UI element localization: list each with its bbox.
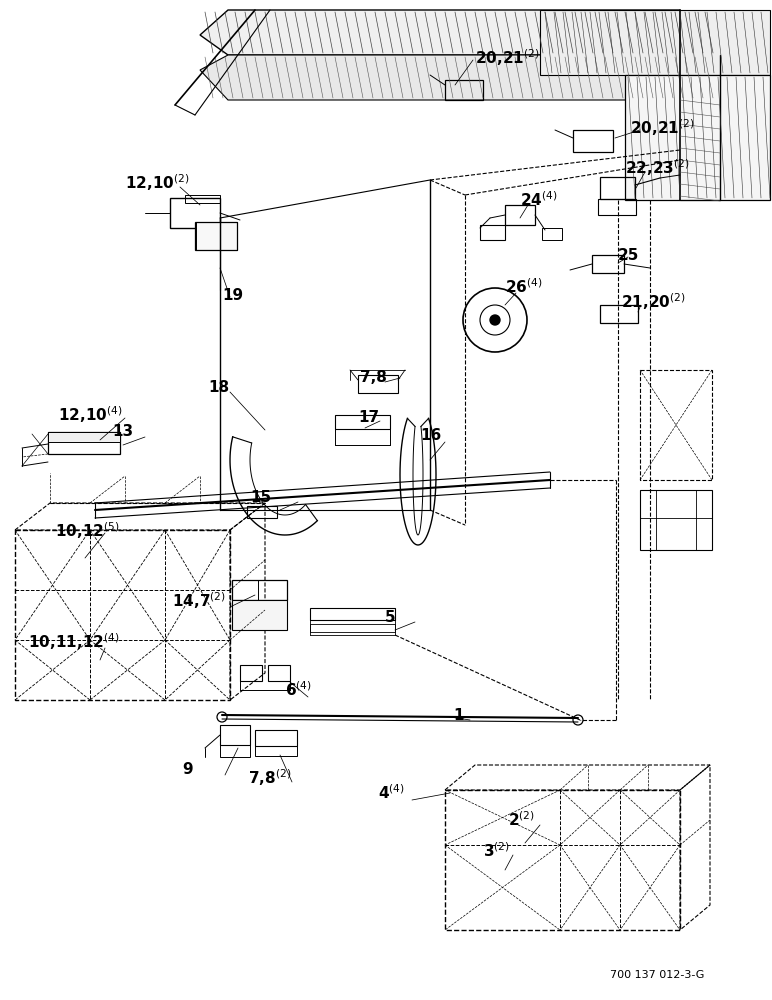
Bar	[358, 375, 398, 393]
Text: 7,8$^{(2)}$: 7,8$^{(2)}$	[248, 768, 291, 788]
Text: 20,21$^{(2)}$: 20,21$^{(2)}$	[630, 118, 695, 138]
Bar	[505, 205, 535, 225]
Bar	[232, 600, 287, 630]
Bar	[240, 665, 262, 681]
Polygon shape	[200, 10, 720, 55]
Text: 12,10$^{(4)}$: 12,10$^{(4)}$	[58, 405, 123, 425]
Bar	[310, 624, 395, 632]
Text: 18: 18	[208, 379, 229, 394]
Text: 25: 25	[618, 247, 639, 262]
Bar	[48, 432, 120, 454]
Text: 17: 17	[358, 410, 379, 426]
Bar	[335, 415, 390, 429]
Bar	[600, 177, 635, 199]
Text: 16: 16	[420, 428, 442, 444]
Bar	[48, 432, 120, 442]
Bar	[480, 225, 505, 240]
Bar	[185, 195, 220, 203]
Bar	[255, 730, 297, 746]
Text: 6$^{(4)}$: 6$^{(4)}$	[285, 681, 312, 699]
Text: 13: 13	[112, 424, 133, 440]
Text: 24$^{(4)}$: 24$^{(4)}$	[520, 191, 557, 209]
Bar	[255, 746, 297, 756]
Bar	[592, 255, 624, 273]
Bar	[445, 80, 483, 100]
Bar	[220, 725, 250, 745]
Polygon shape	[200, 55, 720, 100]
Bar	[573, 130, 613, 152]
Text: 12,10$^{(2)}$: 12,10$^{(2)}$	[125, 173, 190, 193]
Bar	[542, 228, 562, 240]
Bar	[600, 305, 638, 323]
Polygon shape	[625, 75, 770, 200]
Bar	[232, 580, 287, 600]
Text: 26$^{(4)}$: 26$^{(4)}$	[505, 278, 543, 296]
Bar	[640, 490, 712, 550]
Bar	[247, 506, 277, 518]
Bar	[640, 370, 712, 480]
Text: 1: 1	[453, 708, 463, 722]
Bar	[598, 199, 636, 215]
Text: 20,21$^{(2)}$: 20,21$^{(2)}$	[475, 48, 540, 68]
Circle shape	[490, 315, 500, 325]
Text: 10,11,12$^{(4)}$: 10,11,12$^{(4)}$	[28, 632, 120, 652]
Text: 7,8: 7,8	[360, 369, 387, 384]
Bar	[195, 222, 237, 250]
Text: 3$^{(2)}$: 3$^{(2)}$	[483, 842, 510, 860]
Polygon shape	[540, 10, 770, 75]
Text: 5: 5	[385, 609, 395, 624]
Text: 9: 9	[182, 762, 193, 778]
Text: 4$^{(4)}$: 4$^{(4)}$	[378, 784, 405, 802]
Text: 10,12$^{(5)}$: 10,12$^{(5)}$	[55, 521, 120, 541]
Text: 19: 19	[222, 288, 243, 302]
Bar	[170, 198, 220, 228]
Text: 700 137 012-3-G: 700 137 012-3-G	[610, 970, 704, 980]
Text: 15: 15	[250, 490, 271, 506]
Text: 21,20$^{(2)}$: 21,20$^{(2)}$	[621, 292, 686, 312]
Text: 14,7$^{(2)}$: 14,7$^{(2)}$	[172, 591, 226, 611]
Text: 2$^{(2)}$: 2$^{(2)}$	[508, 811, 535, 829]
Text: 22,23$^{(2)}$: 22,23$^{(2)}$	[625, 158, 689, 178]
Bar	[220, 745, 250, 757]
Bar	[268, 665, 290, 681]
Bar	[310, 608, 395, 620]
